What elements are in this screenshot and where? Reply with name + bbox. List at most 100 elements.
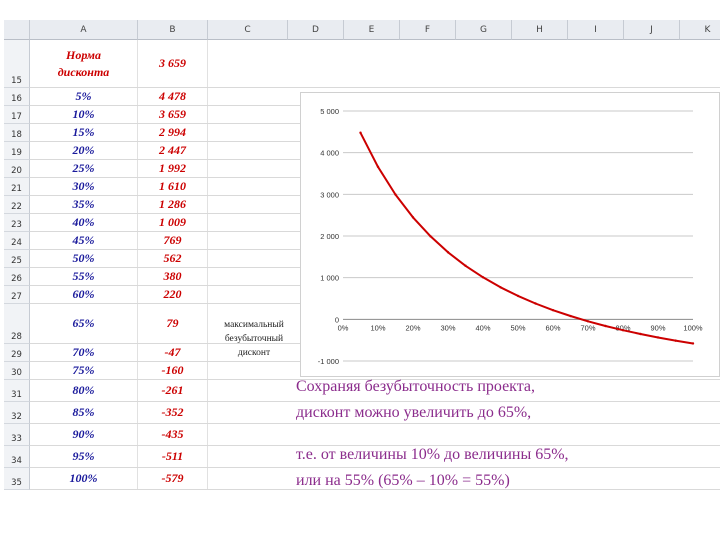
npv-data-point[interactable] — [411, 216, 415, 219]
npv-cell[interactable]: -435 — [138, 424, 208, 445]
row-header-22[interactable]: 22 — [4, 196, 30, 214]
npv-cell[interactable]: 1 610 — [138, 178, 208, 195]
discount-rate-cell[interactable]: 95% — [30, 446, 138, 467]
caption-line-2: дисконт можно увеличить до 65%, — [296, 404, 532, 421]
column-header-e[interactable]: E — [344, 20, 400, 40]
row-header-19[interactable]: 19 — [4, 142, 30, 160]
row-header-28[interactable]: 28 — [4, 304, 30, 344]
row-header-26[interactable]: 26 — [4, 268, 30, 286]
discount-rate-cell[interactable]: 85% — [30, 402, 138, 423]
npv-data-point[interactable] — [586, 320, 590, 323]
discount-rate-cell[interactable]: 50% — [30, 250, 138, 267]
column-header-i[interactable]: I — [568, 20, 624, 40]
npv-cell[interactable]: 1 009 — [138, 214, 208, 231]
row-header-16[interactable]: 16 — [4, 88, 30, 106]
discount-rate-cell[interactable]: 20% — [30, 142, 138, 159]
npv-cell[interactable]: 1 286 — [138, 196, 208, 213]
row-header-30[interactable]: 30 — [4, 362, 30, 380]
row-header-31[interactable]: 31 — [4, 380, 30, 402]
npv-header-value[interactable]: 3 659 — [138, 40, 208, 87]
row-header-33[interactable]: 33 — [4, 424, 30, 446]
row-header-20[interactable]: 20 — [4, 160, 30, 178]
discount-rate-cell[interactable]: 80% — [30, 380, 138, 401]
npv-series-line[interactable] — [359, 132, 694, 345]
column-header-h[interactable]: H — [512, 20, 568, 40]
row-header-25[interactable]: 25 — [4, 250, 30, 268]
npv-data-point[interactable] — [674, 339, 677, 342]
discount-rate-cell[interactable]: 30% — [30, 178, 138, 195]
discount-rate-cell[interactable]: 10% — [30, 106, 138, 123]
npv-cell[interactable]: -160 — [138, 362, 208, 379]
discount-rate-cell[interactable]: 90% — [30, 424, 138, 445]
npv-cell[interactable]: 3 659 — [138, 106, 208, 123]
row-header-34[interactable]: 34 — [4, 446, 30, 468]
column-header-g[interactable]: G — [456, 20, 512, 40]
discount-rate-cell[interactable]: 75% — [30, 362, 138, 379]
npv-data-point[interactable] — [639, 332, 642, 336]
row-header-27[interactable]: 27 — [4, 286, 30, 304]
discount-rate-cell[interactable]: 100% — [30, 468, 138, 489]
npv-data-point[interactable] — [534, 302, 537, 305]
row-header-15[interactable]: 15 — [4, 40, 30, 88]
x-tick-label: 100% — [683, 323, 703, 332]
npv-cell[interactable]: 79 — [138, 304, 208, 343]
npv-data-point[interactable] — [429, 235, 432, 238]
npv-cell[interactable]: -261 — [138, 380, 208, 401]
discount-rate-cell[interactable]: 60% — [30, 286, 138, 303]
npv-data-point[interactable] — [376, 165, 380, 169]
discount-rate-cell[interactable]: 35% — [30, 196, 138, 213]
column-header-f[interactable]: F — [400, 20, 456, 40]
row-header-23[interactable]: 23 — [4, 214, 30, 232]
column-header-d[interactable]: D — [288, 20, 344, 40]
row-header-35[interactable]: 35 — [4, 468, 30, 490]
npv-data-point[interactable] — [604, 324, 607, 328]
npv-data-point[interactable] — [446, 251, 450, 254]
row-header-29[interactable]: 29 — [4, 344, 30, 362]
row-header-17[interactable]: 17 — [4, 106, 30, 124]
npv-data-point[interactable] — [499, 286, 502, 289]
npv-cell[interactable]: 2 447 — [138, 142, 208, 159]
column-header-j[interactable]: J — [624, 20, 680, 40]
npv-data-point[interactable] — [551, 308, 555, 312]
discount-rate-cell[interactable]: 55% — [30, 268, 138, 285]
discount-rate-cell[interactable]: 70% — [30, 344, 138, 361]
column-header-k[interactable]: K — [680, 20, 720, 40]
npv-cell[interactable]: 220 — [138, 286, 208, 303]
npv-data-point[interactable] — [394, 193, 397, 196]
row-header-32[interactable]: 32 — [4, 402, 30, 424]
discount-rate-header[interactable]: Норма дисконта — [30, 40, 138, 87]
discount-rate-cell[interactable]: 45% — [30, 232, 138, 249]
column-header-a[interactable]: A — [30, 20, 138, 40]
npv-cell[interactable]: 769 — [138, 232, 208, 249]
npv-data-point[interactable] — [481, 276, 485, 279]
discount-rate-cell[interactable]: 5% — [30, 88, 138, 105]
npv-cell[interactable]: -511 — [138, 446, 208, 467]
npv-cell[interactable]: -47 — [138, 344, 208, 361]
npv-cell[interactable]: 562 — [138, 250, 208, 267]
npv-cell[interactable]: 1 992 — [138, 160, 208, 177]
npv-cell[interactable]: 2 994 — [138, 124, 208, 141]
table-row: 90% -435 — [30, 424, 720, 446]
npv-chart[interactable]: 5 000 4 000 3 000 2 000 1 000 0 -1 000 0% 10% 20%… — [300, 92, 720, 377]
discount-rate-cell[interactable]: 15% — [30, 124, 138, 141]
discount-rate-cell[interactable]: 65% — [30, 304, 138, 343]
npv-data-point[interactable] — [359, 131, 362, 134]
select-all-corner[interactable] — [4, 20, 30, 40]
npv-data-point[interactable] — [516, 294, 520, 298]
npv-cell[interactable]: -352 — [138, 402, 208, 423]
discount-rate-cell[interactable]: 40% — [30, 214, 138, 231]
npv-data-point[interactable] — [691, 342, 695, 345]
column-header-c[interactable]: C — [208, 20, 288, 40]
row-header-24[interactable]: 24 — [4, 232, 30, 250]
npv-data-point[interactable] — [656, 336, 660, 339]
npv-data-point[interactable] — [464, 264, 467, 267]
npv-cell[interactable]: -579 — [138, 468, 208, 489]
npv-cell[interactable]: 4 478 — [138, 88, 208, 105]
npv-data-point[interactable] — [569, 314, 572, 318]
npv-cell[interactable]: 380 — [138, 268, 208, 285]
column-header-b[interactable]: B — [138, 20, 208, 40]
npv-data-point[interactable] — [621, 329, 625, 332]
row-header-21[interactable]: 21 — [4, 178, 30, 196]
row-header-18[interactable]: 18 — [4, 124, 30, 142]
discount-rate-cell[interactable]: 25% — [30, 160, 138, 177]
